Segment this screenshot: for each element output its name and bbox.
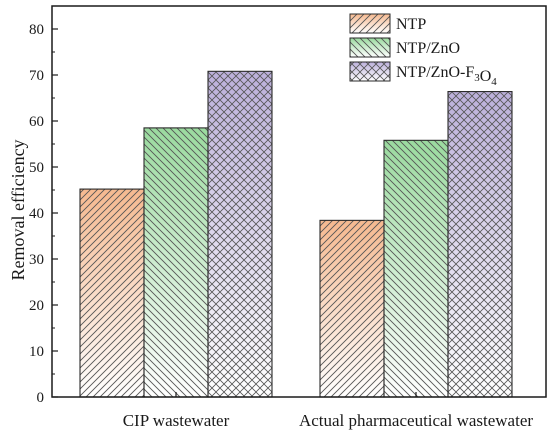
y-tick-label: 10 xyxy=(29,344,44,360)
bar-hatch xyxy=(207,70,273,398)
bar xyxy=(79,188,145,398)
x-category-label: CIP wastewater xyxy=(123,411,230,430)
legend-label: NTP/ZnO-F3O4 xyxy=(396,64,497,88)
legend-item: NTP/ZnO xyxy=(349,37,460,58)
y-tick-label: 40 xyxy=(29,206,44,222)
y-tick-label: 80 xyxy=(29,22,44,38)
plot-frame xyxy=(51,5,547,398)
bar-hatch xyxy=(79,188,145,398)
y-tick-label: 20 xyxy=(29,298,44,314)
bar xyxy=(319,219,385,398)
y-axis: 0 10 20 30 40 50 60 70 80 xyxy=(29,22,58,406)
y-tick-label: 70 xyxy=(29,68,44,84)
bar-hatch xyxy=(383,139,449,398)
bar xyxy=(383,139,449,398)
bar xyxy=(143,127,209,398)
x-axis: CIP wastewater Actual pharmaceutical wast… xyxy=(123,392,533,430)
legend-item: NTP xyxy=(349,13,426,34)
bar xyxy=(447,91,513,398)
bars-layer xyxy=(79,70,513,398)
x-category-label: Actual pharmaceutical wastewater xyxy=(299,411,533,430)
legend: NTP NTP/ZnO NTP/ZnO-F3O4 xyxy=(349,13,497,88)
legend-swatch xyxy=(349,61,391,82)
legend-label: NTP/ZnO xyxy=(396,40,460,57)
legend-label: NTP xyxy=(396,16,426,33)
legend-swatch xyxy=(349,37,391,58)
y-axis-title: Removal efficiency xyxy=(8,139,28,280)
y-tick-label: 60 xyxy=(29,114,44,130)
bar-hatch xyxy=(447,91,513,398)
bar-hatch xyxy=(143,127,209,398)
legend-item: NTP/ZnO-F3O4 xyxy=(349,61,497,88)
legend-swatch xyxy=(349,13,391,34)
bar xyxy=(207,70,273,398)
y-tick-label: 30 xyxy=(29,252,44,268)
bar-hatch xyxy=(319,219,385,398)
y-tick-label: 50 xyxy=(29,160,44,176)
y-tick-label: 0 xyxy=(37,390,45,406)
